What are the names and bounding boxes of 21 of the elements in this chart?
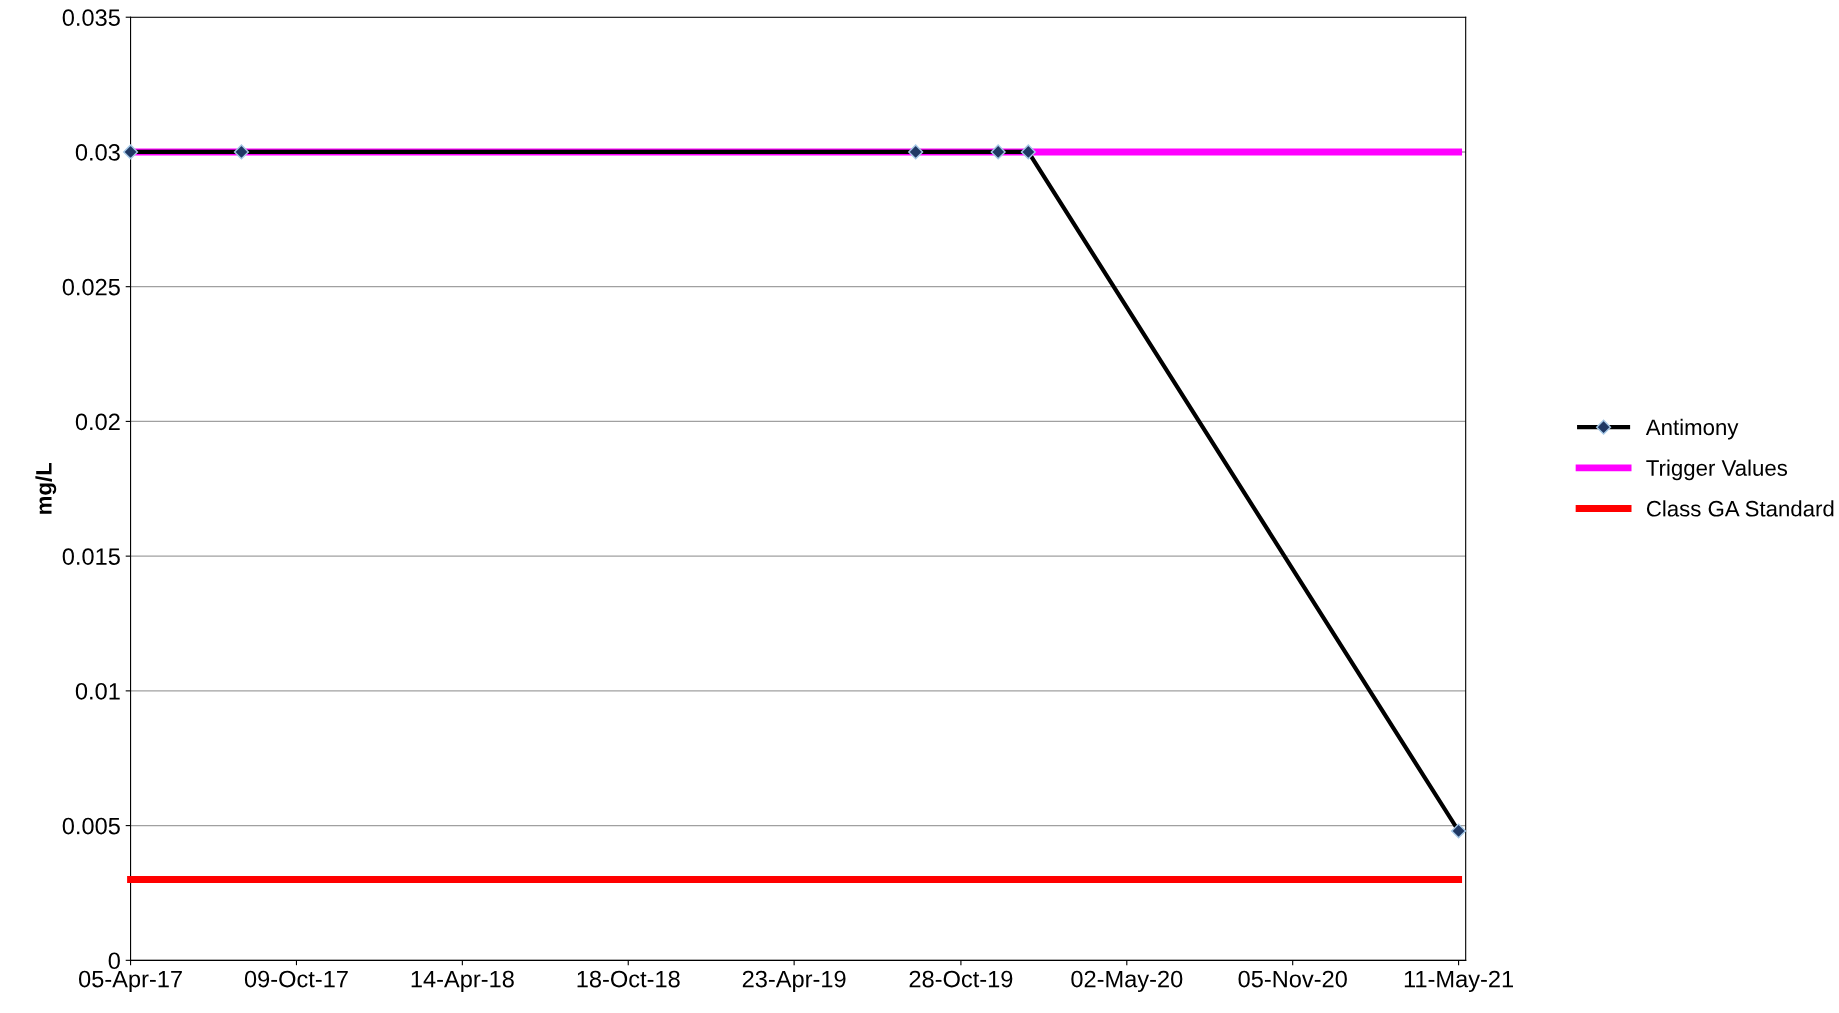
x-tick-label: 14-Apr-18 [411, 970, 514, 993]
x-tick-label: 11-May-21 [1404, 970, 1513, 993]
x-tick-label: 05-Nov-20 [1238, 970, 1347, 988]
x-tick-label: 05-Apr-17 [79, 970, 182, 993]
legend-label: Class GA Standard [1646, 500, 1834, 517]
x-tick-label: 02-May-20 [1071, 970, 1183, 993]
y-tick-label: 0.005 [62, 817, 120, 835]
y-tick-label: 0.035 [62, 9, 120, 27]
x-tick-label: 28-Oct-19 [909, 970, 1013, 988]
x-tick-label: 18-Oct-18 [577, 970, 680, 988]
y-tick-label: 0.025 [62, 278, 120, 296]
x-tick-label: 09-Oct-17 [244, 970, 348, 988]
y-axis-title: mg/L [35, 462, 57, 514]
y-tick-label: 0.03 [75, 144, 120, 161]
legend-label: Trigger Values [1646, 459, 1788, 481]
y-tick-label: 0 [108, 952, 120, 970]
x-tick-label: 23-Apr-19 [742, 970, 846, 993]
y-tick-label: 0.02 [75, 413, 120, 431]
y-tick-label: 0.015 [62, 548, 120, 565]
y-tick-label: 0.01 [75, 682, 120, 700]
legend-label: Antimony [1645, 418, 1739, 440]
